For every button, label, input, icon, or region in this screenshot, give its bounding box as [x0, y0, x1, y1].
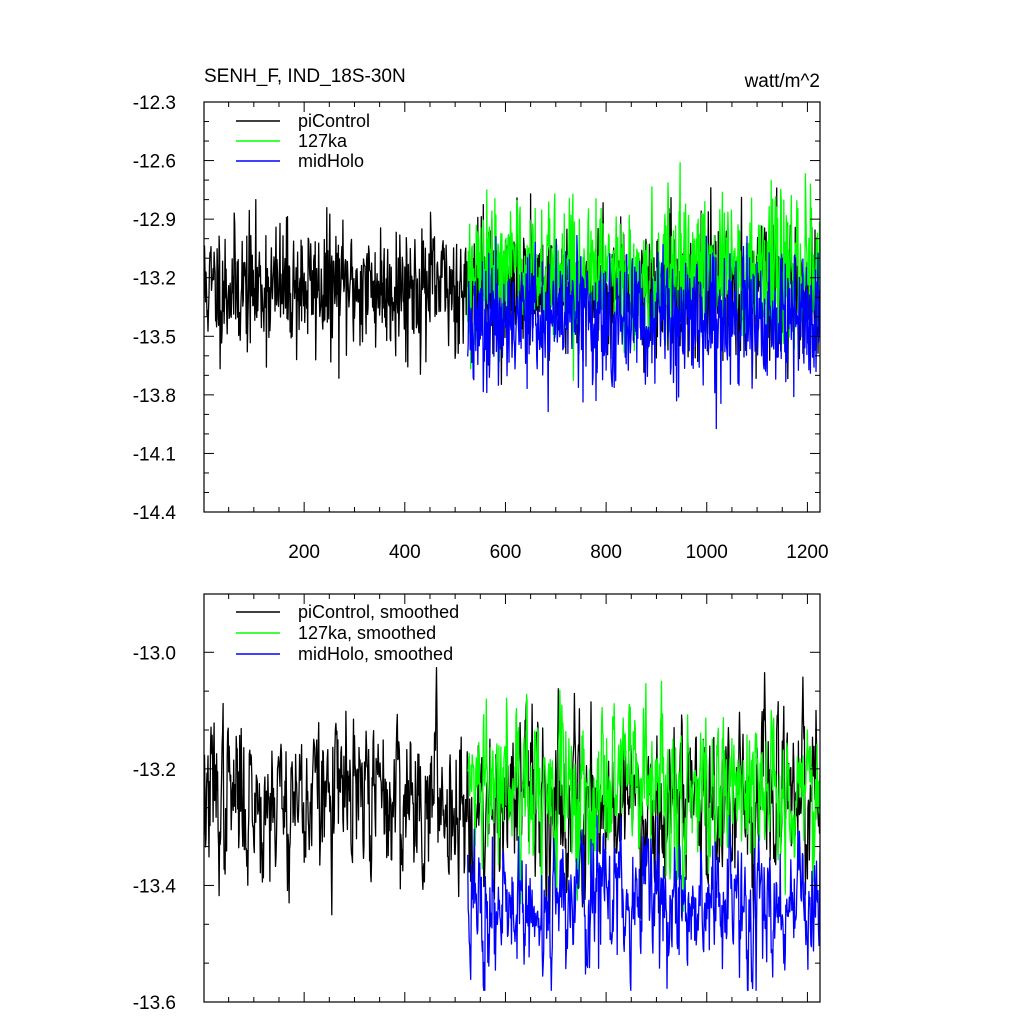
series-line-picontrol	[204, 667, 820, 924]
legend-label: piControl, smoothed	[298, 602, 459, 622]
top-series-group	[204, 162, 820, 430]
ytick-label: -14.4	[133, 503, 177, 524]
ytick-label: -12.6	[133, 152, 176, 173]
legend-label: midHolo, smoothed	[298, 644, 453, 664]
top-chart-units: watt/m^2	[744, 71, 820, 92]
xtick-label: 600	[490, 542, 522, 563]
ytick-label: -13.0	[133, 643, 176, 664]
ytick-label: -13.5	[133, 327, 176, 348]
xtick-label: 200	[288, 542, 320, 563]
bottom-plot-frame	[203, 593, 821, 1003]
top-axis-ticks: -12.3 -12.6 -12.9 -13.2 -13.5 -13.8 -14.1 -14.4…	[133, 93, 829, 563]
legend-label: 127ka, smoothed	[298, 623, 436, 643]
ytick-label: -12.3	[133, 93, 176, 114]
xtick-label: 400	[389, 542, 421, 563]
bottom-panel: -13.0 -13.2 -13.4 -13.6 piControl, smoothed…	[133, 593, 821, 1014]
series-line-midholo	[467, 814, 820, 991]
top-panel: SENH_F, IND_18S-30N watt/m^2 -12.3-12.6-…	[133, 66, 829, 563]
xtick-label: 1000	[686, 542, 728, 563]
legend-label: piControl	[298, 111, 370, 131]
series-line-127ka	[467, 680, 820, 912]
top-chart-title: SENH_F, IND_18S-30N	[204, 66, 406, 87]
ytick-label: -12.9	[133, 210, 176, 231]
ytick-label: -13.6	[133, 993, 176, 1014]
ytick-label: -13.2	[133, 269, 176, 290]
legend-label: 127ka	[298, 131, 348, 151]
legend-label: midHolo	[298, 151, 364, 171]
xtick-label: 800	[590, 542, 622, 563]
ytick-label: -13.2	[133, 760, 176, 781]
ytick-label: -13.4	[133, 876, 177, 897]
top-plot-frame	[203, 101, 821, 513]
series-line-midholo	[467, 234, 820, 430]
ytick-label: -13.8	[133, 386, 176, 407]
xtick-label: 1200	[786, 542, 828, 563]
ytick-label: -14.1	[133, 444, 176, 465]
bottom-series-group	[204, 667, 820, 991]
